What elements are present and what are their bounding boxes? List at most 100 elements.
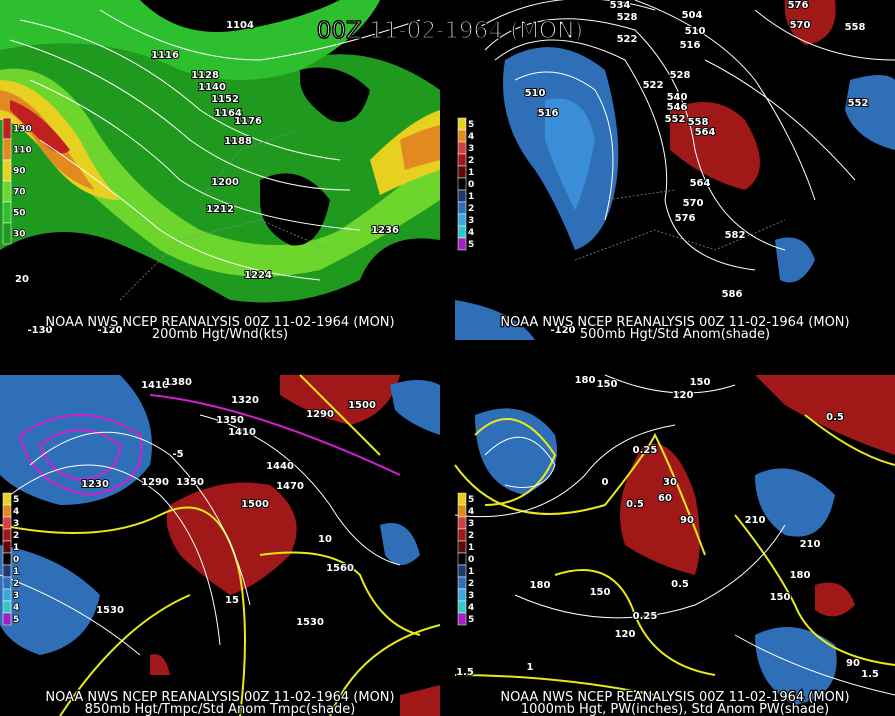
legend-label: 0: [468, 555, 474, 565]
contour-label: 516: [680, 40, 701, 51]
panel-subtitle: 1000mb Hgt, PW(inches), Std Anom PW(shad…: [521, 702, 829, 716]
legend-label: 1: [13, 543, 19, 553]
contour-label: 504: [682, 10, 703, 21]
legend-label: 4: [13, 507, 19, 517]
contour-label: 528: [617, 12, 638, 23]
contour-label: 558: [688, 117, 709, 128]
contour-label: 570: [683, 198, 704, 209]
contour-label: 1164: [214, 108, 242, 119]
contour-label: 20: [15, 274, 29, 285]
panel-200mb: 1301109070503011041116112811401152116411…: [0, 0, 440, 343]
contour-label: 210: [745, 515, 766, 526]
map-title: 00Z 11-02-1964 (MON): [317, 18, 583, 44]
legend-label: 3: [468, 519, 474, 529]
legend-swatch: [2, 600, 12, 614]
legend-label: 4: [468, 132, 474, 142]
contour-label: 180: [790, 570, 811, 581]
legend-swatch: [457, 237, 467, 251]
coastline: [574, 189, 786, 261]
legend-swatch: [2, 504, 12, 518]
contour-label: 0.25: [633, 611, 658, 622]
wind-minimum: [260, 173, 330, 246]
legend-swatch: [457, 129, 467, 143]
legend-swatch: [457, 588, 467, 602]
legend-swatch: [2, 138, 12, 161]
panel-subtitle: 200mb Hgt/Wnd(kts): [152, 327, 288, 342]
legend-label: 2: [468, 531, 474, 541]
anomaly-shade: [455, 300, 535, 340]
temperature-contour: [0, 374, 441, 716]
contour-label: 1236: [371, 225, 399, 236]
legend-swatch: [2, 159, 12, 182]
legend-swatch: [457, 189, 467, 203]
contour-label: 15: [225, 595, 239, 606]
panel-header: NOAA NWS NCEP REANALYSIS 00Z 11-02-1964 …: [500, 315, 849, 330]
legend-swatch: [457, 201, 467, 215]
contour-label: 510: [685, 26, 706, 37]
coastline: [119, 129, 331, 301]
panel-header: NOAA NWS NCEP REANALYSIS 00Z 11-02-1964 …: [500, 690, 849, 705]
contour-label: 1230: [81, 479, 109, 490]
contour-label: 60: [658, 493, 672, 504]
legend-swatch: [2, 201, 12, 224]
legend-swatch: [457, 177, 467, 191]
height-contour: [474, 0, 895, 271]
legend-swatch: [457, 576, 467, 590]
legend-swatch: [457, 117, 467, 131]
legend-label: 4: [468, 603, 474, 613]
legend-swatch: [2, 540, 12, 554]
contour-label: 1: [527, 662, 534, 673]
anomaly-shade: [775, 237, 815, 283]
legend-swatch: [2, 117, 12, 140]
legend-swatch: [457, 612, 467, 626]
contour-label: 1212: [206, 204, 234, 215]
anomaly-shade: [280, 375, 400, 425]
panel-850mb: 5432101234514101380132013501410129015001…: [0, 374, 441, 716]
contour-label: 150: [590, 587, 611, 598]
legend-label: 3: [13, 591, 19, 601]
legend-swatch: [457, 540, 467, 554]
contour-label: 1410: [228, 427, 256, 438]
legend-label: 2: [468, 579, 474, 589]
panel-subtitle: 850mb Hgt/Tmpc/Std Anom Tmpc(shade): [85, 702, 356, 716]
pw-contour: [454, 414, 895, 696]
legend-label: 4: [468, 507, 474, 517]
legend-swatch: [2, 576, 12, 590]
contour-label: -130: [27, 325, 52, 336]
contour-label: -5: [172, 449, 183, 460]
contour-label: 564: [695, 127, 716, 138]
wind-minimum: [300, 67, 370, 122]
contour-label: 1530: [296, 617, 324, 628]
contour-label: 1152: [211, 94, 239, 105]
anomaly-shade: [380, 523, 420, 565]
legend-label: 1: [468, 543, 474, 553]
legend-label: 2: [468, 156, 474, 166]
contour-label: 1470: [276, 481, 304, 492]
contour-label: 1200: [211, 177, 239, 188]
legend-label: 5: [13, 615, 19, 625]
legend-swatch: [2, 552, 12, 566]
contour-label: 120: [615, 629, 636, 640]
legend-label: 3: [468, 144, 474, 154]
legend-label: 110: [13, 146, 32, 156]
legend-label: 30: [13, 230, 26, 240]
legend-label: 70: [13, 188, 26, 198]
contour-label: 1380: [164, 377, 192, 388]
anomaly-shade: [620, 443, 700, 575]
anomaly-shade: [815, 582, 855, 617]
legend-label: 50: [13, 209, 26, 219]
legend-swatch: [2, 588, 12, 602]
legend-label: 3: [468, 591, 474, 601]
contour-label: 558: [845, 22, 866, 33]
legend-label: 2: [13, 579, 19, 589]
legend-label: 1: [468, 192, 474, 202]
contour-label: 546: [667, 102, 688, 113]
legend-label: 4: [468, 228, 474, 238]
legend-swatch: [457, 492, 467, 506]
contour-label: 528: [670, 70, 691, 81]
anomaly-shade: [475, 408, 557, 495]
legend-swatch: [2, 492, 12, 506]
legend-swatch: [457, 552, 467, 566]
